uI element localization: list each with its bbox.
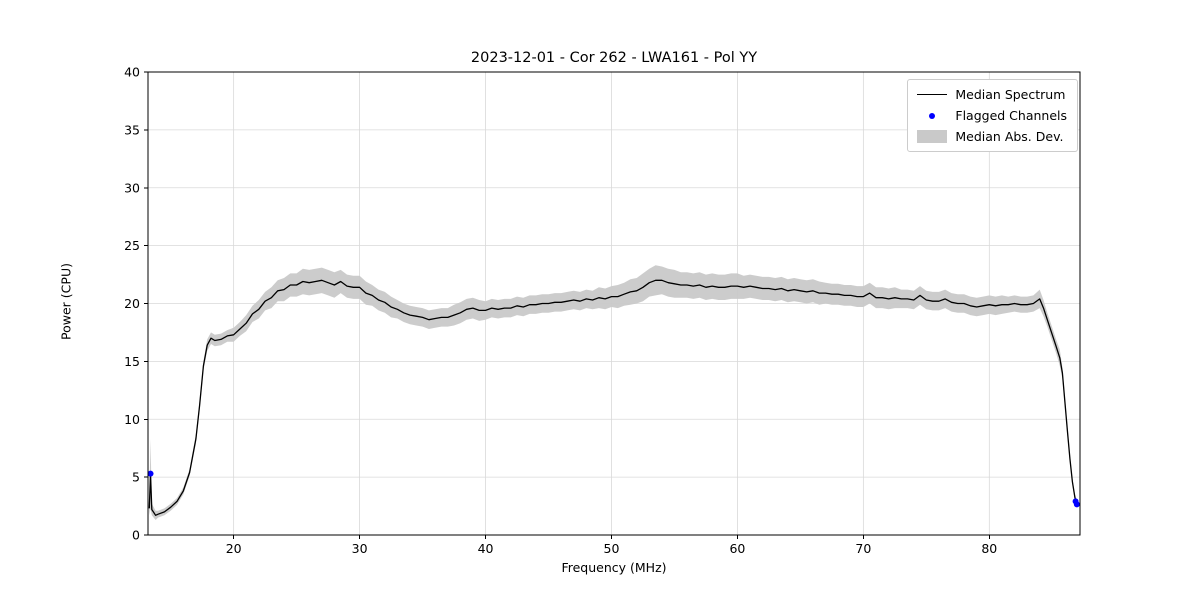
y-tick-label: 30 — [124, 180, 140, 195]
x-tick-label: 40 — [478, 541, 494, 556]
y-tick-label: 40 — [124, 65, 140, 80]
median-spectrum-line-icon — [917, 88, 948, 102]
x-tick-label: 70 — [855, 541, 871, 556]
x-tick-label: 30 — [352, 541, 368, 556]
legend-label-median-spectrum: Median Spectrum — [955, 87, 1066, 102]
median-spectrum-line — [148, 279, 1079, 516]
legend-label-median-abs-dev: Median Abs. Dev. — [955, 129, 1064, 144]
legend-label-flagged-channels: Flagged Channels — [955, 108, 1067, 123]
x-tick-label: 80 — [981, 541, 997, 556]
legend-item-median-spectrum: Median Spectrum — [917, 87, 1067, 102]
legend-item-flagged-channels: Flagged Channels — [917, 108, 1067, 123]
x-tick-label: 20 — [226, 541, 242, 556]
legend: Median Spectrum Flagged Channels Median … — [907, 79, 1078, 152]
median-abs-dev-patch-icon — [917, 130, 948, 144]
y-tick-label: 10 — [124, 412, 140, 427]
xaxis-label: Frequency (MHz) — [561, 560, 667, 575]
y-tick-label: 15 — [124, 354, 140, 369]
y-tick-label: 20 — [124, 296, 140, 311]
yaxis-label: Power (CPU) — [58, 263, 74, 340]
chart-title: 2023-12-01 - Cor 262 - LWA161 - Pol YY — [470, 50, 758, 66]
flagged-channels-dot-icon — [917, 109, 947, 123]
y-tick-label: 25 — [124, 238, 140, 253]
x-tick-label: 50 — [604, 541, 620, 556]
y-tick-label: 0 — [132, 528, 140, 543]
x-tick-label: 60 — [729, 541, 745, 556]
y-tick-label: 35 — [124, 122, 140, 137]
flagged-channel-dot — [147, 470, 154, 477]
y-tick-label: 5 — [132, 470, 140, 485]
legend-item-median-abs-dev: Median Abs. Dev. — [917, 129, 1067, 144]
flagged-channel-dot — [1073, 501, 1080, 508]
